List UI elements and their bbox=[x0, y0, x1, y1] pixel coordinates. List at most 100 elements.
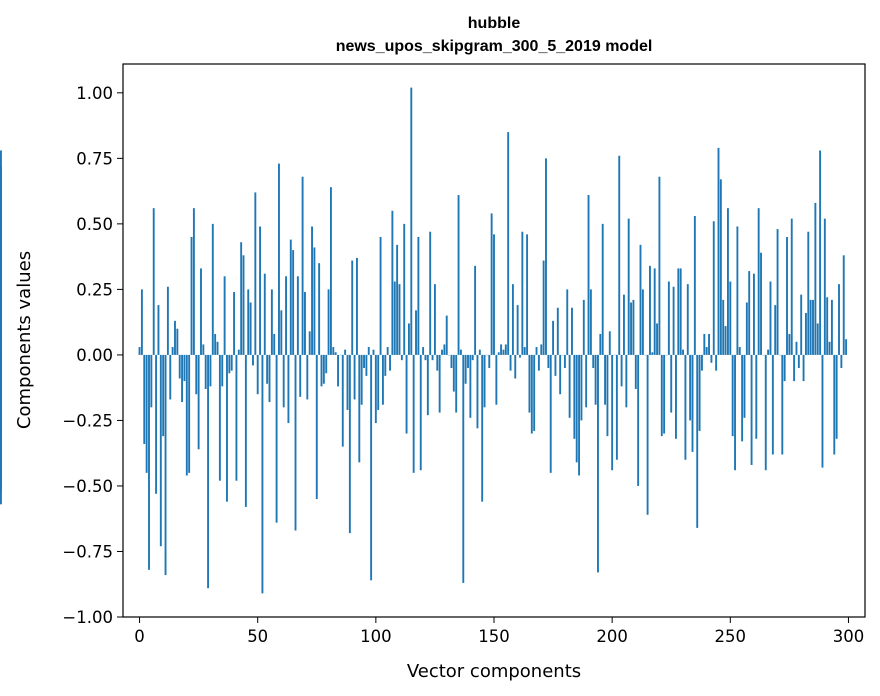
bar-204 bbox=[620, 354, 623, 387]
bar-274 bbox=[786, 236, 788, 355]
bar-49 bbox=[254, 192, 257, 355]
bar-136 bbox=[459, 349, 462, 355]
plot-frame bbox=[122, 63, 866, 618]
bar-299 bbox=[845, 339, 848, 355]
bar-30 bbox=[209, 354, 212, 387]
bar-164 bbox=[526, 234, 529, 355]
bar-35 bbox=[221, 354, 224, 387]
bar-39 bbox=[230, 354, 233, 371]
bar-51 bbox=[259, 226, 261, 355]
bar-64 bbox=[289, 239, 292, 355]
bar-99 bbox=[372, 349, 375, 355]
bar-121 bbox=[424, 354, 427, 361]
y-tick-label: 1.00 bbox=[76, 84, 113, 103]
bar-287 bbox=[816, 323, 819, 355]
bar-216 bbox=[649, 265, 651, 355]
bar-222 bbox=[663, 354, 666, 434]
bar-195 bbox=[599, 333, 602, 355]
bar-285 bbox=[812, 299, 814, 355]
bar-68 bbox=[299, 354, 302, 397]
bar-196 bbox=[601, 223, 604, 355]
bar-19 bbox=[183, 354, 186, 382]
bar-117 bbox=[415, 310, 417, 355]
bar-175 bbox=[552, 320, 555, 355]
bar-254 bbox=[738, 347, 741, 355]
bar-178 bbox=[559, 354, 562, 395]
bar-209 bbox=[632, 299, 635, 355]
x-axis-ticks: 0 50 100 150 200 250 300 bbox=[134, 617, 864, 646]
bar-252 bbox=[734, 354, 736, 471]
bar-277 bbox=[793, 354, 796, 382]
bar-47 bbox=[249, 302, 252, 355]
bar-188 bbox=[582, 299, 585, 355]
bar-88 bbox=[346, 354, 349, 410]
bar-34 bbox=[218, 354, 221, 481]
bar-92 bbox=[356, 257, 358, 355]
bar-232 bbox=[686, 284, 689, 355]
bar-55 bbox=[268, 354, 271, 403]
bar-160 bbox=[516, 305, 519, 355]
bar-76 bbox=[318, 263, 321, 355]
bar-273 bbox=[783, 354, 786, 382]
bar-239 bbox=[703, 333, 706, 355]
bar-145 bbox=[481, 354, 484, 502]
bar-282 bbox=[804, 312, 807, 355]
bar-109 bbox=[396, 244, 399, 355]
bar-17 bbox=[178, 354, 181, 379]
bar-9 bbox=[159, 354, 162, 547]
bar-123 bbox=[429, 231, 432, 355]
bar-180 bbox=[563, 354, 566, 369]
bar-59 bbox=[278, 163, 280, 355]
bar-66 bbox=[294, 354, 297, 531]
bar-27 bbox=[202, 344, 205, 355]
bar-170 bbox=[540, 344, 543, 355]
bar-89 bbox=[348, 354, 351, 534]
bar-108 bbox=[393, 281, 396, 355]
bar-111 bbox=[400, 354, 403, 361]
bar-269 bbox=[774, 305, 777, 355]
bar-259 bbox=[750, 354, 753, 465]
bar-53 bbox=[263, 273, 266, 355]
bar-211 bbox=[637, 354, 640, 486]
bar-218 bbox=[653, 268, 656, 355]
bar-258 bbox=[748, 271, 751, 355]
bar-186 bbox=[578, 354, 581, 476]
bar-80 bbox=[327, 289, 330, 355]
bar-162 bbox=[521, 231, 524, 355]
bar-278 bbox=[795, 341, 798, 355]
bar-238 bbox=[701, 354, 703, 371]
bar-225 bbox=[670, 354, 673, 413]
bars-group bbox=[0, 87, 848, 594]
bar-295 bbox=[835, 354, 838, 439]
bar-257 bbox=[745, 302, 748, 355]
bar-106 bbox=[389, 354, 391, 371]
bar-156 bbox=[507, 132, 510, 355]
bar-251 bbox=[731, 354, 734, 437]
bar-134 bbox=[455, 354, 458, 413]
bar-185 bbox=[575, 354, 578, 463]
bar-97 bbox=[367, 347, 370, 355]
x-tick-label: 250 bbox=[715, 627, 747, 646]
y-tick-label: 0.50 bbox=[76, 215, 113, 234]
bar-253 bbox=[736, 226, 739, 355]
bar-200 bbox=[611, 354, 614, 471]
bar-130 bbox=[445, 315, 448, 355]
bar-38 bbox=[228, 354, 231, 374]
bar-undefined bbox=[0, 323, 2, 355]
bar-172 bbox=[545, 158, 547, 355]
bar-167 bbox=[533, 354, 536, 431]
bar-291 bbox=[826, 297, 829, 355]
bar-229 bbox=[679, 268, 682, 355]
bar-72 bbox=[308, 331, 311, 355]
bar-127 bbox=[438, 354, 441, 413]
bar-58 bbox=[275, 354, 278, 523]
bar-42 bbox=[237, 349, 240, 355]
bar-263 bbox=[760, 252, 762, 355]
bar-138 bbox=[464, 354, 467, 384]
bar-144 bbox=[478, 349, 481, 355]
bar-157 bbox=[509, 354, 512, 371]
bar-126 bbox=[436, 354, 439, 371]
bar-95 bbox=[363, 354, 365, 369]
bar-224 bbox=[667, 281, 670, 355]
bar-296 bbox=[838, 284, 840, 355]
